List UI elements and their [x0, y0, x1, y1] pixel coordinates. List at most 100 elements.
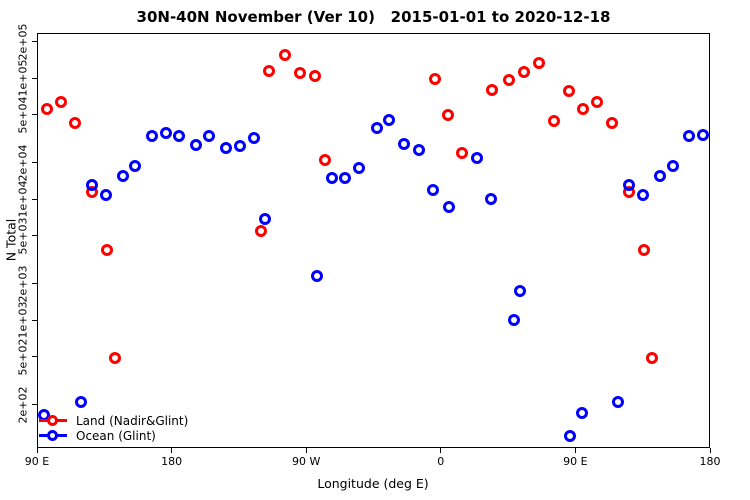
data-point-land [41, 102, 54, 115]
data-point-ocean [259, 212, 272, 225]
y-tick-mark [32, 319, 37, 321]
chart-title: 30N-40N November (Ver 10) 2015-01-01 to … [136, 8, 611, 26]
data-point-ocean [696, 128, 709, 141]
data-point-ocean [654, 169, 667, 182]
legend-item-ocean: Ocean (Glint) [39, 428, 188, 443]
data-point-ocean [443, 201, 456, 214]
data-point-ocean [128, 160, 141, 172]
data-point-land [100, 244, 113, 257]
x-tick-mark [36, 448, 38, 453]
land-marker-icon [39, 415, 67, 426]
data-point-land [533, 57, 546, 70]
data-point-land [255, 224, 268, 237]
data-point-land [562, 85, 575, 98]
data-point-land [278, 49, 291, 62]
data-point-land [428, 73, 441, 86]
data-point-ocean [383, 114, 396, 127]
data-point-ocean [427, 183, 440, 196]
y-tick-label: 5e+03 [16, 217, 30, 255]
y-tick-label: 1e+03 [16, 301, 30, 339]
x-tick-label: 0 [437, 455, 445, 468]
data-point-ocean [116, 169, 129, 182]
data-point-ocean [202, 130, 215, 143]
x-tick-mark [305, 448, 307, 453]
data-point-ocean [146, 130, 158, 143]
y-tick-mark [32, 114, 37, 116]
data-point-ocean [99, 189, 112, 202]
data-point-ocean [683, 130, 696, 143]
y-tick-label: 2e+05 [16, 23, 30, 61]
data-point-ocean [575, 407, 588, 420]
data-point-land [294, 67, 307, 80]
y-tick-label: 2e+03 [16, 265, 30, 303]
x-tick-label: 90 W [292, 455, 321, 468]
data-point-ocean [160, 127, 173, 140]
plot-area [37, 33, 710, 448]
data-point-ocean [189, 139, 202, 152]
x-axis-label: Longitude (deg E) [317, 476, 429, 491]
x-tick-mark [171, 448, 173, 453]
data-point-land [441, 108, 454, 121]
y-tick-label: 5e+02 [16, 338, 30, 376]
data-point-land [485, 83, 498, 96]
data-point-ocean [514, 284, 527, 297]
data-point-ocean [564, 430, 577, 443]
data-point-ocean [623, 179, 636, 192]
data-point-land [456, 147, 469, 160]
data-point-land [109, 351, 122, 364]
data-point-land [517, 66, 530, 79]
data-point-ocean [86, 179, 99, 192]
legend-label-land: Land (Nadir&Glint) [76, 413, 189, 428]
y-tick-label: 1e+05 [16, 59, 30, 97]
data-point-ocean [220, 141, 233, 154]
data-point-land [68, 116, 81, 129]
y-tick-label: 2e+02 [16, 386, 30, 424]
data-point-ocean [310, 270, 323, 283]
data-point-ocean [338, 171, 351, 184]
data-point-ocean [74, 396, 87, 409]
x-tick-mark [440, 448, 442, 453]
data-point-ocean [233, 140, 246, 152]
legend-item-land: Land (Nadir&Glint) [39, 413, 188, 428]
x-tick-label: 90 E [563, 455, 588, 468]
x-tick-mark [709, 448, 711, 453]
y-tick-mark [32, 404, 37, 406]
data-point-ocean [636, 189, 649, 202]
data-point-land [577, 102, 590, 115]
x-tick-label: 180 [161, 455, 183, 468]
data-point-land [54, 95, 67, 108]
data-point-ocean [398, 138, 410, 151]
y-tick-mark [32, 198, 37, 200]
y-tick-mark [32, 235, 37, 237]
data-point-land [548, 115, 560, 128]
legend-label-ocean: Ocean (Glint) [76, 428, 156, 443]
ocean-marker-icon [39, 430, 67, 441]
data-point-ocean [370, 121, 383, 134]
data-point-ocean [612, 396, 625, 409]
y-tick-label: 1e+04 [16, 180, 30, 218]
data-point-land [645, 351, 658, 364]
data-point-land [638, 244, 651, 257]
data-point-ocean [470, 151, 483, 164]
data-point-ocean [485, 193, 498, 206]
data-point-land [502, 73, 515, 86]
data-point-ocean [412, 143, 425, 156]
y-tick-mark [32, 162, 37, 164]
data-point-ocean [508, 314, 521, 327]
y-tick-mark [32, 356, 37, 358]
x-tick-label: 90 E [24, 455, 50, 468]
y-tick-label: 5e+04 [16, 96, 30, 134]
data-point-ocean [667, 160, 680, 172]
x-tick-label: 180 [699, 455, 721, 468]
data-point-ocean [248, 132, 260, 145]
legend: Land (Nadir&Glint) Ocean (Glint) [39, 413, 188, 443]
data-point-ocean [325, 171, 338, 184]
y-tick-mark [32, 283, 37, 285]
data-point-land [319, 154, 332, 167]
y-tick-mark [32, 77, 37, 79]
data-point-land [606, 116, 619, 129]
data-point-land [309, 70, 322, 83]
data-point-land [590, 95, 603, 108]
y-tick-label: 2e+04 [16, 144, 30, 182]
